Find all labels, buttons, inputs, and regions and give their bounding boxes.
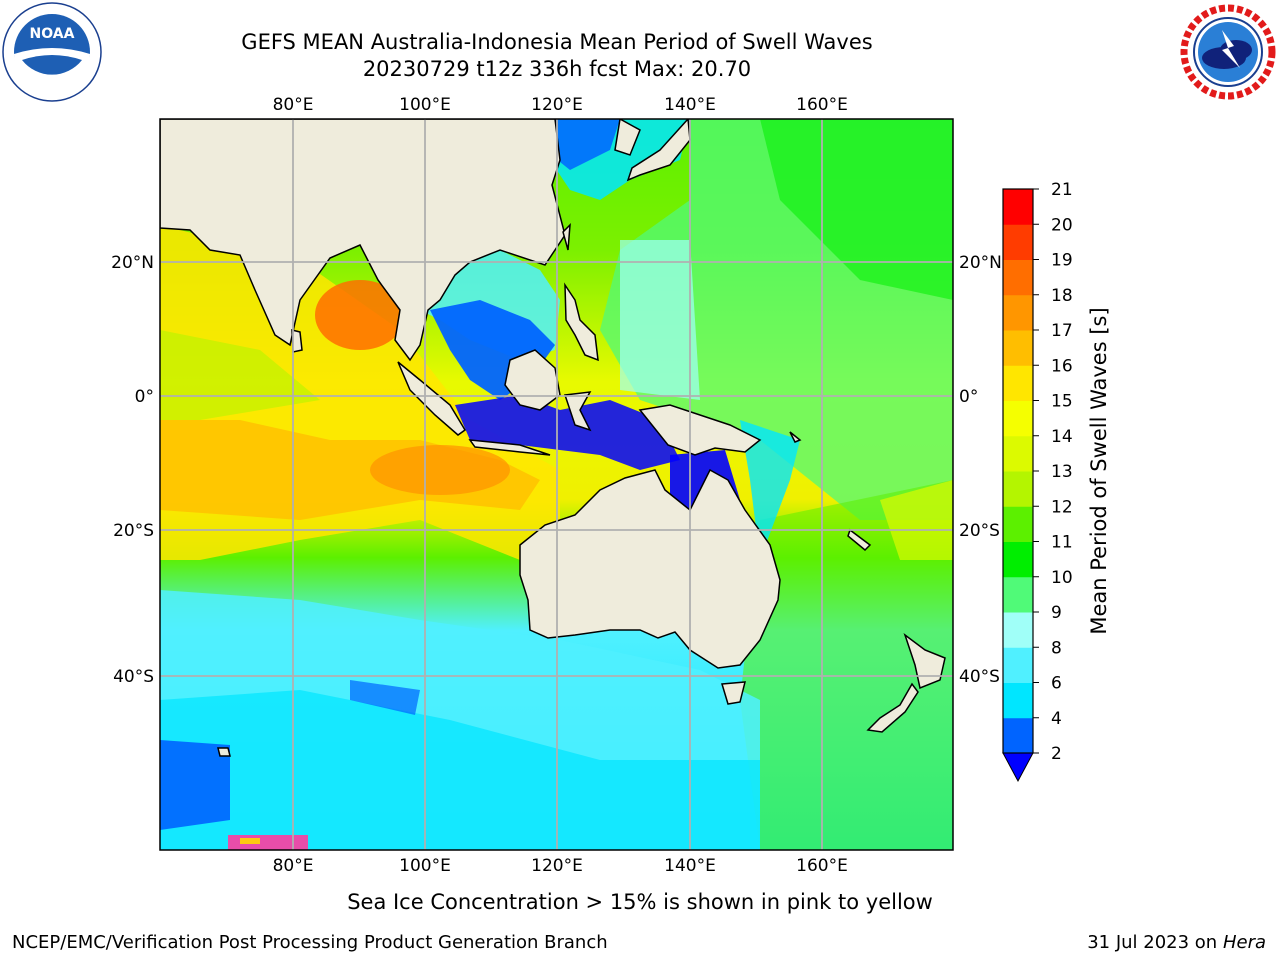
colorbar-under-triangle <box>1002 752 1034 783</box>
colorbar-segment <box>1003 330 1033 366</box>
colorbar-segment <box>1003 294 1033 331</box>
colorbar-segment <box>1003 189 1033 225</box>
lon-tick-bottom: 140°E <box>664 856 716 876</box>
australia-landmass <box>519 468 781 669</box>
korea <box>614 119 641 156</box>
colorbar-segment <box>1003 435 1033 472</box>
sulawesi <box>563 391 592 432</box>
colorbar-tick-label: 17 <box>1051 321 1073 341</box>
colorbar-segment <box>1003 717 1033 754</box>
lat-tick-right: 20°N <box>959 253 1002 273</box>
footer-date-text: 31 Jul 2023 on <box>1087 932 1223 953</box>
colorbar-segment <box>1003 259 1033 296</box>
lat-tick-right: 0° <box>959 387 978 407</box>
new-zealand-north <box>903 632 946 690</box>
lon-tick-top: 80°E <box>273 95 314 115</box>
lon-tick-bottom: 160°E <box>796 856 848 876</box>
sea-ice-note-text: Sea Ice Concentration > 15% is shown in … <box>347 890 933 914</box>
bay-of-bengal-peak <box>315 280 405 350</box>
land-masses <box>160 119 946 757</box>
colorbar-tick-label: 9 <box>1051 603 1062 623</box>
taiwan <box>562 223 571 251</box>
new-guinea <box>638 404 762 456</box>
borneo <box>504 349 561 411</box>
colorbar-segment <box>1003 647 1033 683</box>
colorbar-segment <box>1003 612 1033 648</box>
kerguelen <box>217 747 231 757</box>
lat-tick-left: 0° <box>135 387 154 407</box>
colorbar-tick-label: 11 <box>1051 533 1073 553</box>
lon-tick-bottom: 100°E <box>399 856 451 876</box>
colorbar-tick-label: 18 <box>1051 286 1073 306</box>
colorbar-tick-label: 14 <box>1051 427 1073 447</box>
lon-tick-top: 120°E <box>531 95 583 115</box>
lon-ticks-bottom: 80°E 100°E 120°E 140°E 160°E <box>273 856 848 876</box>
sea-ice-note: Sea Ice Concentration > 15% is shown in … <box>0 890 1280 914</box>
lat-tick-right: 20°S <box>959 521 1000 541</box>
colorbar-segment <box>1003 224 1033 260</box>
colorbar-label: Mean Period of Swell Waves [s] <box>1087 307 1111 634</box>
colorbar-tick-label: 15 <box>1051 392 1073 412</box>
colorbar-segment <box>1003 365 1033 401</box>
lon-ticks-top: 80°E 100°E 120°E 140°E 160°E <box>273 95 848 115</box>
lat-tick-left: 20°S <box>113 521 154 541</box>
lat-ticks-right: 20°N 0° 20°S 40°S <box>959 253 1002 687</box>
nws-logo <box>1179 3 1277 101</box>
colorbar-segment <box>1003 576 1033 613</box>
new-caledonia <box>847 528 872 552</box>
colorbar-tick-label: 2 <box>1051 744 1062 764</box>
colorbar-segment <box>1003 682 1033 719</box>
lon-tick-bottom: 120°E <box>531 856 583 876</box>
lat-tick-right: 40°S <box>959 667 1000 687</box>
figure-subtitle: 20230729 t12z 336h fcst Max: 20.70 <box>362 57 752 81</box>
footer-credit: NCEP/EMC/Verification Post Processing Pr… <box>12 932 608 953</box>
footer-date: 31 Jul 2023 on Hera <box>1087 932 1266 953</box>
gridlines <box>160 119 953 850</box>
colorbar: 2 4 6 8 9 10 11 12 13 14 15 16 17 18 19 20 21 <box>1002 180 1073 783</box>
map-area <box>160 119 953 850</box>
philippines <box>564 282 599 362</box>
noaa-logo: NOAA <box>2 2 102 102</box>
lon-tick-bottom: 80°E <box>273 856 314 876</box>
south-of-java-peak <box>370 445 510 495</box>
figure-title: GEFS MEAN Australia-Indonesia Mean Perio… <box>241 30 873 54</box>
lon-tick-top: 140°E <box>664 95 716 115</box>
colorbar-tick-label: 6 <box>1051 674 1062 694</box>
solomon-islands <box>789 431 802 443</box>
footer-host: Hera <box>1222 932 1266 953</box>
lat-tick-left: 20°N <box>111 253 154 273</box>
lat-tick-left: 40°S <box>113 667 154 687</box>
java-sea-short-swell <box>455 395 680 470</box>
lon-tick-top: 100°E <box>399 95 451 115</box>
indian-ocean-long-swell <box>160 420 540 520</box>
colorbar-tick-label: 16 <box>1051 356 1073 376</box>
tasmania <box>721 681 746 705</box>
colorbar-tick-label: 12 <box>1051 497 1073 517</box>
asia-landmass <box>160 119 566 362</box>
colorbar-tick-label: 8 <box>1051 638 1062 658</box>
colorbar-segment <box>1003 400 1033 437</box>
lat-ticks-left: 20°N 0° 20°S 40°S <box>111 253 154 687</box>
colorbar-tick-label: 4 <box>1051 709 1062 729</box>
colorbar-segment <box>1003 471 1033 507</box>
new-zealand-south <box>866 682 919 733</box>
colorbar-tick-label: 13 <box>1051 462 1073 482</box>
japan <box>626 119 691 182</box>
far-south-short-swell <box>160 740 230 830</box>
noaa-logo-text: NOAA <box>30 26 75 42</box>
colorbar-tick-label: 20 <box>1051 215 1073 235</box>
map-frame <box>159 118 954 851</box>
colorbar-segment <box>1003 541 1033 578</box>
colorbar-tick-label: 19 <box>1051 251 1073 271</box>
colorbar-tick-label: 10 <box>1051 568 1073 588</box>
java <box>468 439 551 456</box>
colorbar-tick-label: 21 <box>1051 180 1073 200</box>
lon-tick-top: 160°E <box>796 95 848 115</box>
colorbar-segment <box>1003 506 1033 542</box>
